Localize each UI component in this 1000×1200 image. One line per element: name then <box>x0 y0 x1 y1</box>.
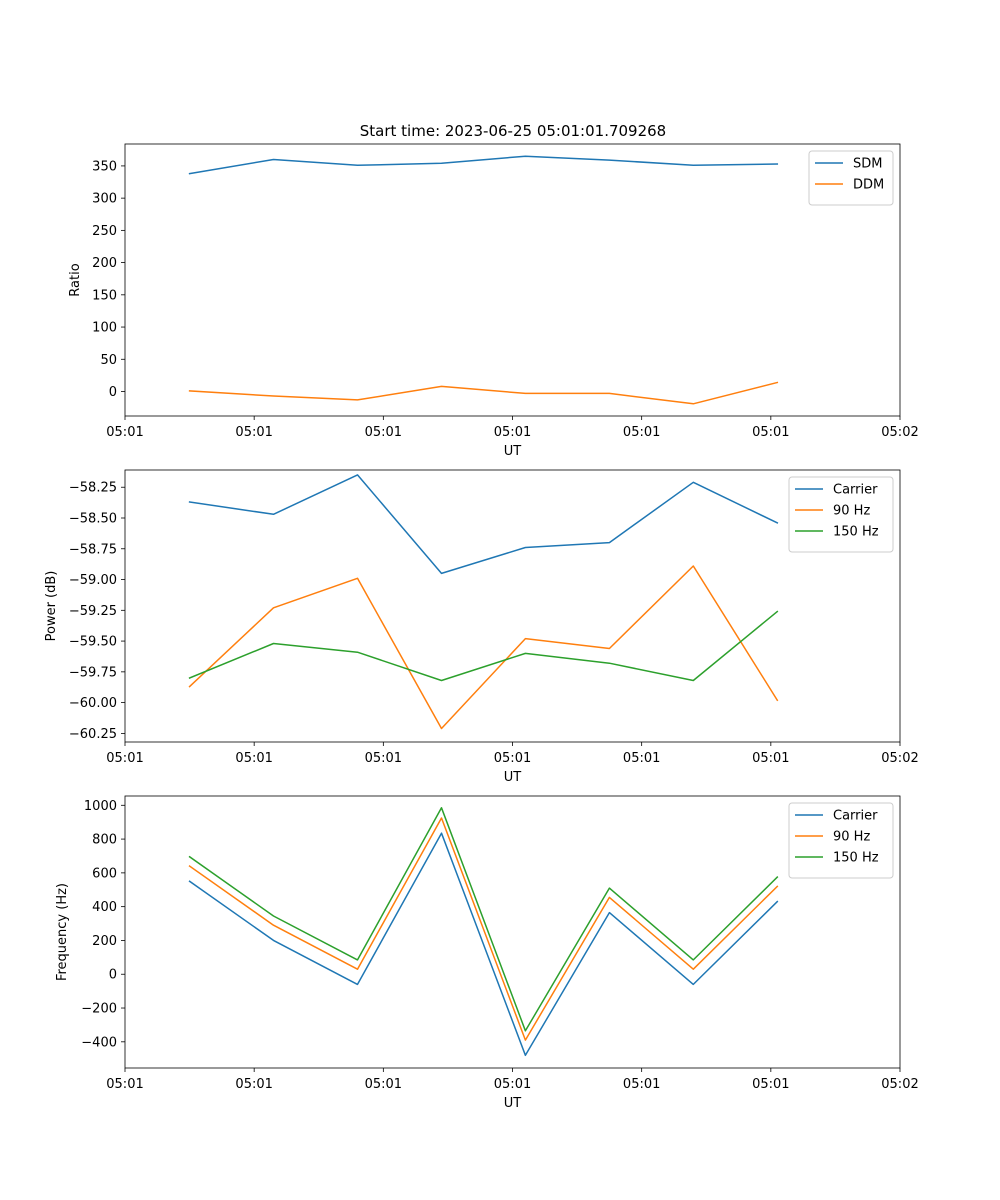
series-line-90-hz <box>188 565 779 730</box>
legend-entry: Carrier <box>833 483 878 498</box>
y-tick-label: 0 <box>109 968 117 983</box>
legend-entry: 150 Hz <box>833 525 879 540</box>
x-axis-label: UT <box>504 1096 522 1111</box>
x-tick-label: 05:01 <box>752 1077 789 1092</box>
series-line-ddm <box>188 381 779 405</box>
x-tick-label: 05:01 <box>235 425 272 440</box>
x-tick-label: 05:01 <box>235 1077 272 1092</box>
x-tick-label: 05:01 <box>106 425 143 440</box>
y-tick-label: 800 <box>92 833 117 848</box>
y-tick-label: 200 <box>92 256 117 271</box>
y-tick-label: 50 <box>100 353 117 368</box>
x-axis-label: UT <box>504 770 522 785</box>
legend-box <box>788 476 894 553</box>
y-tick-label: −59.25 <box>69 604 117 619</box>
x-tick-label: 05:01 <box>752 425 789 440</box>
legend-entry: 90 Hz <box>833 504 870 519</box>
y-tick-label: −58.75 <box>69 542 117 557</box>
x-tick-label: 05:01 <box>494 751 531 766</box>
legend: Carrier 90 Hz 150 Hz <box>788 802 894 879</box>
y-tick-label: −60.25 <box>69 727 117 742</box>
x-tick-label: 05:01 <box>365 1077 402 1092</box>
panels: 05:01 05:01 05:01 05:01 05:01 05:01 05:02 0 50 10… <box>44 143 919 1111</box>
x-tick-label: 05:01 <box>235 751 272 766</box>
y-tick-label: −58.25 <box>69 481 117 496</box>
y-tick-label: −59.50 <box>69 635 117 650</box>
x-tick-label: 05:01 <box>494 425 531 440</box>
x-tick-label: 05:01 <box>494 1077 531 1092</box>
x-tick-label: 05:02 <box>881 425 918 440</box>
y-axis-label: Frequency (Hz) <box>55 883 70 981</box>
x-tick-label: 05:02 <box>881 1077 918 1092</box>
x-tick-label: 05:01 <box>365 425 402 440</box>
y-tick-label: 600 <box>92 866 117 881</box>
series-line-150-hz <box>188 807 779 1032</box>
series-line-sdm <box>188 155 779 175</box>
x-tick-label: 05:01 <box>106 1077 143 1092</box>
chart-panel-3: 05:01 05:01 05:01 05:01 05:01 05:01 05:02 −400 −… <box>55 795 919 1111</box>
series-line-carrier <box>188 474 779 575</box>
legend-box <box>788 802 894 879</box>
legend-entry: DDM <box>853 178 884 193</box>
y-tick-label: −200 <box>81 1002 117 1017</box>
y-tick-label: −60.00 <box>69 696 117 711</box>
legend-entry: SDM <box>853 157 882 172</box>
y-tick-label: −59.00 <box>69 573 117 588</box>
legend-box <box>808 150 894 206</box>
x-tick-label: 05:01 <box>365 751 402 766</box>
y-tick-label: 100 <box>92 321 117 336</box>
series-line-carrier <box>188 832 779 1057</box>
legend-entry: 90 Hz <box>833 830 870 845</box>
y-axis-label: Power (dB) <box>44 571 59 642</box>
figure-title: Start time: 2023-06-25 05:01:01.709268 <box>360 122 666 140</box>
series-line-150-hz <box>188 610 779 682</box>
y-tick-label: −400 <box>81 1035 117 1050</box>
y-tick-label: −59.75 <box>69 665 117 680</box>
y-tick-label: 150 <box>92 288 117 303</box>
x-tick-label: 05:01 <box>752 751 789 766</box>
y-tick-label: 250 <box>92 224 117 239</box>
y-tick-label: 200 <box>92 934 117 949</box>
x-tick-label: 05:01 <box>623 1077 660 1092</box>
y-axis-label: Ratio <box>68 263 83 296</box>
y-tick-label: 350 <box>92 159 117 174</box>
chart-panel-1: 05:01 05:01 05:01 05:01 05:01 05:01 05:02 0 50 10… <box>68 143 919 459</box>
x-axis-label: UT <box>504 444 522 459</box>
y-tick-label: 300 <box>92 192 117 207</box>
y-tick-label: 1000 <box>84 799 117 814</box>
chart-panel-2: 05:01 05:01 05:01 05:01 05:01 05:01 05:02 −60.2… <box>44 469 919 785</box>
y-tick-label: 0 <box>109 385 117 400</box>
legend: SDM DDM <box>808 150 894 206</box>
y-tick-label: 400 <box>92 900 117 915</box>
legend-entry: Carrier <box>833 809 878 824</box>
legend: Carrier 90 Hz 150 Hz <box>788 476 894 553</box>
x-tick-label: 05:02 <box>881 751 918 766</box>
x-tick-label: 05:01 <box>623 425 660 440</box>
x-tick-label: 05:01 <box>623 751 660 766</box>
x-tick-label: 05:01 <box>106 751 143 766</box>
legend-entry: 150 Hz <box>833 851 879 866</box>
series-line-90-hz <box>188 817 779 1041</box>
y-tick-label: −58.50 <box>69 512 117 527</box>
